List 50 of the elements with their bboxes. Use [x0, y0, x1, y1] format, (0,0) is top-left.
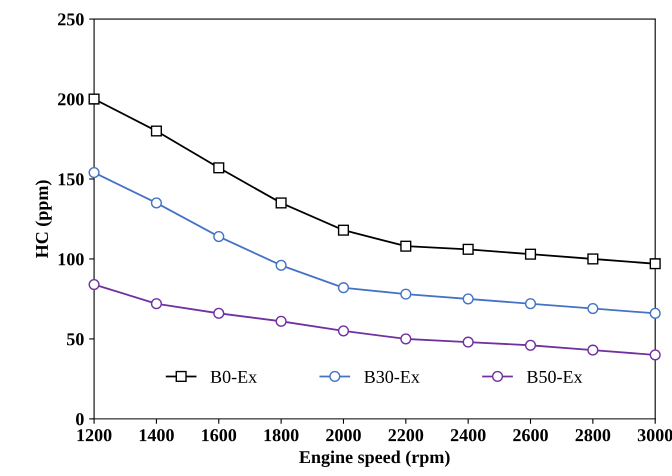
point [338, 325, 350, 336]
x-tick-label: 1200 [77, 429, 112, 442]
x-tick-label: 2000 [326, 429, 361, 442]
point [150, 125, 162, 137]
y-tick-label: 100 [58, 253, 84, 266]
y-tick-label: 150 [58, 173, 84, 186]
point [462, 244, 474, 255]
point [276, 316, 287, 327]
point [650, 308, 661, 319]
x-tick-label: 2200 [388, 429, 424, 442]
legend-label: B30-Ex [364, 370, 420, 383]
point [213, 230, 224, 242]
x-tick-label: 2800 [576, 429, 610, 442]
point [524, 298, 536, 310]
point [276, 260, 287, 271]
y-tick-label: 200 [58, 93, 84, 106]
point [587, 344, 598, 356]
point [150, 197, 162, 209]
point [276, 197, 287, 209]
point [400, 240, 412, 252]
point [400, 333, 412, 344]
point [587, 302, 598, 314]
point [400, 288, 412, 300]
point [524, 248, 536, 260]
legend-label: B0-Ex [210, 370, 257, 383]
point [650, 349, 661, 360]
legend-label: B50-Ex [526, 370, 582, 383]
y-tick-label: 0 [76, 413, 84, 426]
y-axis-title: HC (ppm) [35, 180, 52, 258]
point [88, 93, 100, 105]
point [338, 224, 350, 236]
point [587, 253, 598, 264]
point [88, 167, 100, 178]
x-tick-label: 1600 [202, 429, 236, 442]
x-tick-label: 1800 [264, 429, 298, 442]
point [524, 340, 536, 351]
point [213, 308, 224, 319]
point [88, 278, 100, 290]
point [650, 258, 661, 270]
x-axis-title: Engine speed (rpm) [299, 450, 450, 468]
y-tick-label: 50 [67, 333, 84, 346]
point [462, 293, 474, 304]
x-tick-label: 1400 [140, 429, 174, 442]
y-tick-label: 250 [58, 13, 84, 26]
x-tick-label: 2600 [513, 429, 548, 442]
point [213, 162, 224, 174]
x-tick-label: 2400 [450, 429, 486, 442]
point [462, 336, 474, 348]
point [338, 282, 350, 294]
point [150, 298, 162, 310]
